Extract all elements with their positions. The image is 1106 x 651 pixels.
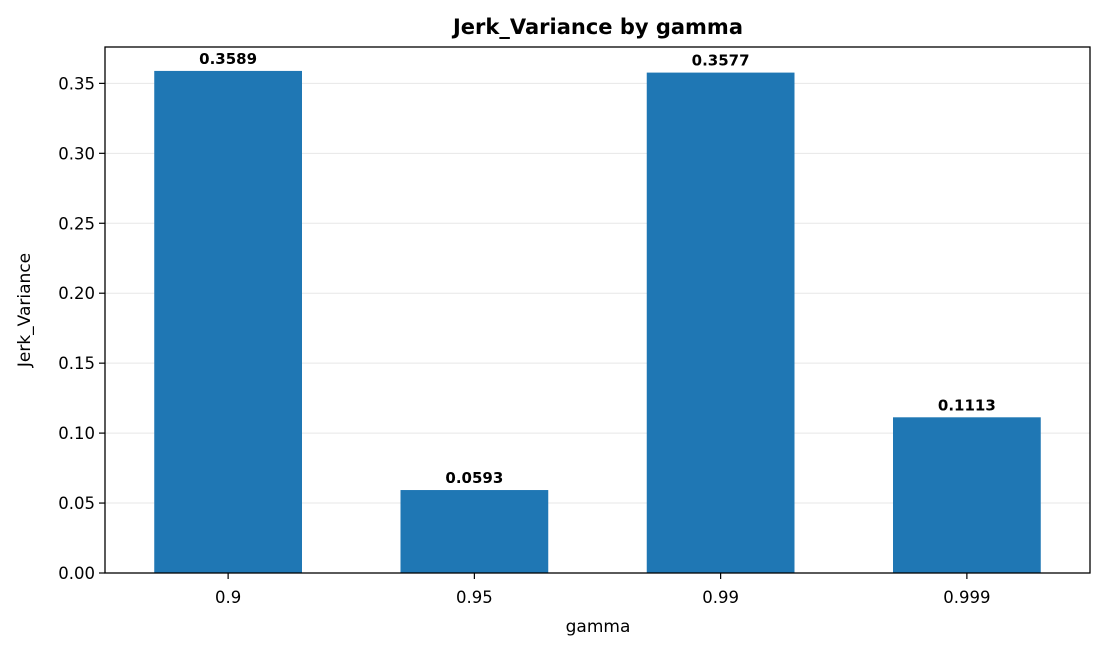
bar [893, 417, 1041, 573]
x-tick-label: 0.999 [943, 588, 990, 607]
y-tick-label: 0.25 [58, 214, 95, 233]
y-tick-label: 0.35 [58, 74, 95, 93]
bar [154, 70, 302, 573]
y-axis-label: Jerk_Variance [15, 253, 35, 368]
x-tick-label: 0.99 [702, 588, 739, 607]
x-axis-label: gamma [566, 617, 631, 637]
y-axis-ticks: 0.00 0.05 0.10 0.15 0.20 0.25 0.30 0.35 [58, 74, 105, 583]
x-tick-label: 0.95 [456, 588, 493, 607]
data-labels: 0.3589 0.0593 0.3577 0.1113 [199, 50, 996, 487]
y-tick-label: 0.05 [58, 494, 95, 513]
x-axis-ticks: 0.9 0.95 0.99 0.999 [215, 573, 991, 607]
chart-title: Jerk_Variance by gamma [451, 15, 743, 39]
bar [400, 490, 549, 573]
y-tick-label: 0.15 [58, 354, 95, 373]
y-tick-label: 0.30 [58, 144, 95, 163]
bar [646, 72, 795, 574]
bars [154, 70, 1041, 574]
bar-value-label: 0.1113 [938, 396, 996, 414]
y-tick-label: 0.00 [58, 564, 95, 583]
x-tick-label: 0.9 [215, 588, 241, 607]
bar-value-label: 0.0593 [445, 469, 503, 487]
bar-value-label: 0.3577 [692, 52, 750, 70]
y-tick-label: 0.10 [58, 424, 95, 443]
y-tick-label: 0.20 [58, 284, 95, 303]
bar-value-label: 0.3589 [199, 50, 257, 68]
plot-frame [104, 46, 1091, 574]
